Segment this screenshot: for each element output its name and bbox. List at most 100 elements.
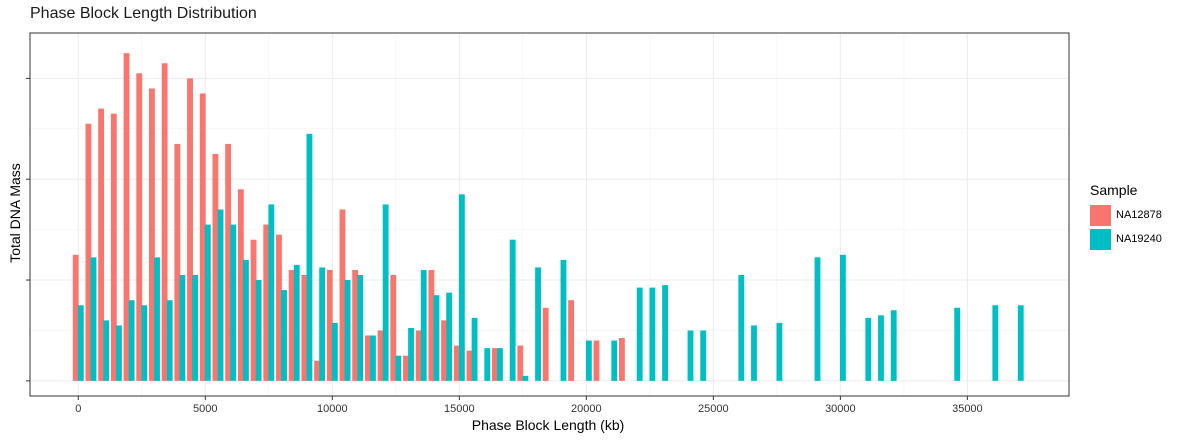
- bar-na12878: [85, 123, 92, 381]
- x-axis-label: Phase Block Length (kb): [471, 417, 625, 433]
- x-tick-label: 35000: [952, 403, 983, 415]
- bar-na12878: [352, 269, 359, 381]
- bar-na19240: [281, 290, 287, 381]
- x-tick-labels: 0 5000 10000 15000 20000 25000 30000 35000: [75, 403, 982, 415]
- legend-title: Sample: [1090, 182, 1138, 198]
- bar-na19240: [344, 280, 351, 381]
- bar-na19240: [154, 257, 160, 381]
- bar-na12878: [161, 63, 168, 381]
- bar-na12878: [199, 93, 206, 381]
- x-tick-label: 5000: [193, 403, 217, 415]
- bar-na19240: [738, 275, 745, 381]
- bar-na12878: [187, 78, 193, 381]
- bar-na12878: [415, 330, 422, 381]
- bar-na19240: [649, 287, 656, 381]
- axis-ticks: [26, 77, 968, 400]
- bar-na19240: [243, 259, 249, 381]
- x-tick-label: 0: [75, 403, 81, 415]
- bar-na19240: [319, 267, 326, 381]
- legend: Sample NA12878 NA19240: [1090, 182, 1162, 251]
- legend-swatch-na12878: [1090, 204, 1111, 226]
- bar-na12878: [136, 73, 143, 381]
- bar-na12878: [453, 345, 460, 381]
- bar-na12878: [593, 340, 600, 381]
- bar-na19240: [522, 375, 529, 381]
- bar-na19240: [77, 305, 84, 381]
- bar-na12878: [377, 330, 384, 381]
- bar-na19240: [1017, 305, 1024, 381]
- bar-na19240: [433, 295, 440, 381]
- bar-na19240: [331, 322, 338, 381]
- bar-na12878: [568, 300, 575, 381]
- bar-na19240: [357, 275, 364, 381]
- bar-na19240: [166, 300, 173, 381]
- bar-na12878: [517, 345, 524, 381]
- bar-na19240: [890, 310, 897, 381]
- x-tick-label: 20000: [571, 403, 602, 415]
- bar-na12878: [174, 143, 181, 381]
- bar-na19240: [204, 224, 211, 381]
- bar-na19240: [420, 269, 427, 381]
- bar-na19240: [230, 224, 237, 381]
- bar-na12878: [403, 355, 409, 381]
- bar-na12878: [237, 189, 244, 381]
- bar-na19240: [103, 320, 110, 381]
- bar-na19240: [992, 305, 999, 381]
- bar-na19240: [382, 204, 389, 381]
- x-tick-label: 25000: [698, 403, 729, 415]
- legend-label-na12878: NA12878: [1116, 209, 1162, 221]
- bar-na19240: [141, 305, 148, 381]
- x-tick-label: 10000: [317, 403, 348, 415]
- bar-na19240: [192, 275, 199, 381]
- bar-na19240: [458, 194, 465, 381]
- legend-item-na19240: NA19240: [1090, 227, 1162, 251]
- bar-na19240: [293, 264, 300, 381]
- bar-na19240: [687, 330, 694, 381]
- bar-na12878: [441, 320, 447, 381]
- bar-na19240: [179, 275, 186, 381]
- plot-background: [30, 33, 1069, 396]
- bar-na12878: [98, 108, 105, 381]
- bar-na19240: [370, 335, 376, 381]
- bar-na12878: [314, 360, 320, 381]
- bar-na19240: [865, 317, 872, 381]
- bar-na19240: [446, 292, 453, 381]
- bars-layer: [72, 53, 1024, 381]
- bar-na12878: [339, 209, 346, 381]
- bar-na12878: [390, 275, 397, 381]
- bar-na19240: [408, 327, 414, 381]
- bar-na12878: [301, 275, 308, 381]
- legend-label-na19240: NA19240: [1116, 233, 1162, 245]
- bar-na19240: [128, 300, 135, 381]
- bar-na19240: [115, 325, 122, 381]
- bar-na12878: [364, 335, 371, 381]
- bar-na12878: [276, 234, 282, 381]
- bar-na19240: [662, 285, 669, 381]
- legend-item-na12878: NA12878: [1090, 203, 1162, 227]
- bar-na19240: [776, 322, 783, 381]
- bar-na19240: [814, 257, 821, 381]
- bar-na12878: [72, 254, 79, 381]
- bar-na19240: [471, 317, 478, 381]
- x-tick-label: 30000: [825, 403, 856, 415]
- legend-swatch-na19240: [1090, 228, 1111, 250]
- bar-na12878: [618, 338, 625, 381]
- bar-na19240: [611, 340, 618, 381]
- bar-na12878: [123, 53, 130, 381]
- bar-na12878: [326, 269, 333, 381]
- bar-na12878: [542, 307, 549, 381]
- bar-na19240: [751, 325, 757, 381]
- bar-na12878: [212, 154, 219, 381]
- bar-na19240: [268, 204, 275, 381]
- bar-na12878: [110, 113, 117, 381]
- bar-na19240: [954, 307, 961, 381]
- bar-na19240: [878, 315, 884, 381]
- bar-na19240: [839, 254, 846, 381]
- chart-title: Phase Block Length Distribution: [30, 5, 257, 22]
- bar-na19240: [535, 267, 541, 381]
- x-tick-label: 15000: [444, 403, 475, 415]
- bar-na12878: [491, 348, 498, 381]
- bar-na19240: [700, 330, 707, 381]
- bar-na19240: [255, 280, 262, 381]
